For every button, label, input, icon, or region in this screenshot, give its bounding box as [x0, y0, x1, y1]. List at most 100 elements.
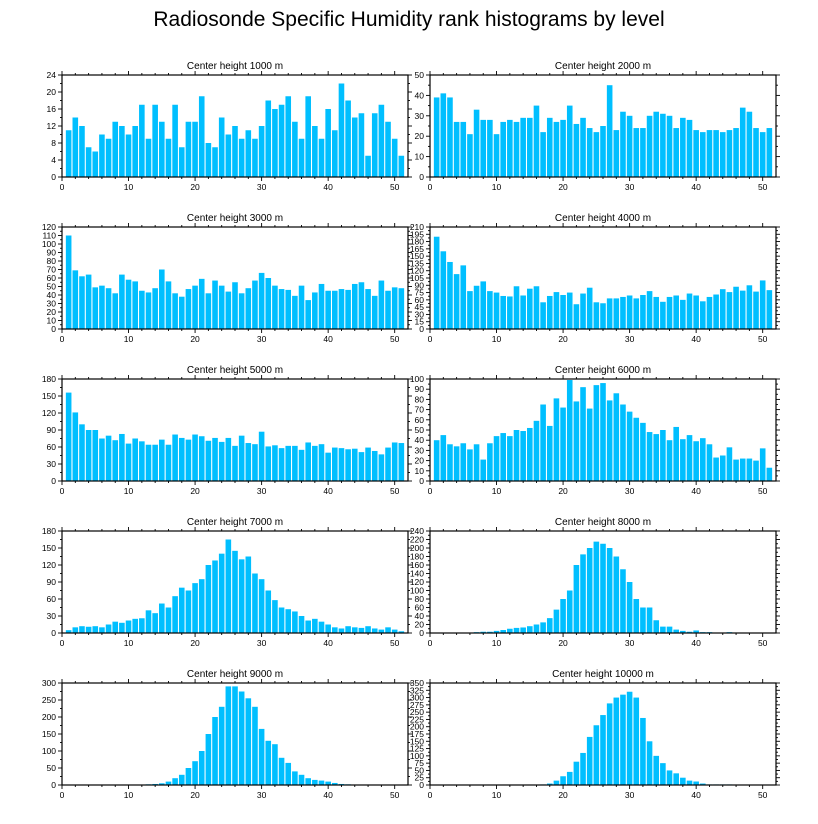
bar [433, 97, 440, 177]
panel-title: Center height 3000 m [187, 213, 283, 224]
bar [487, 631, 493, 633]
bar [252, 138, 258, 177]
bar [159, 121, 165, 177]
bar [527, 427, 533, 481]
bar [332, 447, 338, 481]
y-tick-label: 350 [410, 678, 424, 688]
bar [606, 298, 613, 329]
bar [480, 631, 487, 633]
panel-title: Center height 5000 m [187, 365, 283, 376]
bar [613, 393, 620, 481]
y-tick-label: 16 [47, 104, 57, 114]
y-tick-label: 4 [51, 155, 56, 165]
bar [371, 113, 378, 177]
histogram-panel: Center height 4000 m01530456075901051201… [410, 213, 780, 344]
bar [566, 590, 573, 633]
bar [433, 236, 440, 329]
bar [285, 445, 292, 481]
y-tick-label: 0 [419, 780, 424, 790]
y-tick-label: 0 [51, 324, 56, 334]
bar [345, 449, 351, 481]
y-tick-label: 250 [42, 695, 56, 705]
bar [766, 128, 773, 177]
bar [626, 115, 633, 177]
y-tick-label: 40 [47, 290, 57, 300]
bar [513, 121, 520, 177]
bar [325, 781, 331, 785]
y-tick-label: 10 [415, 152, 425, 162]
bar [371, 295, 378, 329]
bar [112, 293, 119, 329]
histogram-panel: Center height 6000 m01020304050607080901… [410, 365, 780, 496]
bar [467, 291, 473, 329]
bar [105, 288, 112, 329]
bar [159, 269, 165, 329]
y-tick-label: 100 [42, 239, 56, 249]
bar [507, 436, 513, 481]
bar [132, 618, 138, 633]
y-tick-label: 150 [42, 391, 56, 401]
bar [218, 706, 225, 785]
x-tick-label: 30 [257, 182, 267, 192]
bar [480, 281, 487, 329]
y-tick-label: 275 [410, 700, 424, 710]
bar [493, 292, 500, 329]
bar [766, 467, 773, 481]
x-tick-label: 0 [60, 790, 65, 800]
bar [378, 629, 385, 633]
x-tick-label: 0 [60, 638, 65, 648]
bar [125, 279, 132, 329]
bar [726, 292, 733, 329]
y-tick-label: 250 [410, 707, 424, 717]
bar [285, 96, 292, 177]
x-tick-label: 20 [190, 790, 200, 800]
bar [378, 280, 385, 329]
x-tick-label: 20 [558, 486, 568, 496]
bar [172, 778, 178, 785]
bar [385, 121, 391, 177]
bar [520, 117, 526, 177]
bar [580, 387, 586, 481]
bar [753, 291, 759, 329]
y-tick-label: 0 [51, 628, 56, 638]
bar [566, 105, 573, 177]
bar [245, 288, 252, 329]
y-tick-label: 110 [42, 231, 56, 241]
bar [533, 105, 540, 177]
bar [112, 121, 119, 177]
bar [351, 283, 358, 329]
y-tick-label: 30 [47, 459, 57, 469]
bar [172, 434, 178, 481]
bar [733, 128, 739, 177]
bar [371, 450, 378, 481]
bar [258, 579, 265, 633]
y-tick-label: 30 [47, 611, 57, 621]
bar [580, 752, 586, 785]
x-tick-label: 40 [691, 486, 701, 496]
bar [265, 740, 272, 785]
bar [527, 117, 533, 177]
y-tick-label: 24 [47, 70, 57, 80]
bar [192, 285, 198, 329]
bar [225, 134, 232, 177]
bar [626, 582, 633, 633]
bar [606, 400, 613, 481]
x-tick-label: 50 [758, 638, 768, 648]
bar [606, 548, 613, 633]
bar [573, 304, 580, 329]
bar [105, 624, 112, 633]
bar [606, 85, 613, 177]
y-tick-label: 20 [415, 131, 425, 141]
bar [447, 444, 453, 481]
bar [560, 599, 566, 633]
bar [85, 626, 92, 633]
bar [212, 560, 218, 633]
bar [318, 780, 325, 785]
y-tick-label: 220 [410, 535, 424, 545]
bar [258, 728, 265, 785]
bar [272, 600, 278, 633]
x-tick-label: 30 [257, 486, 267, 496]
x-tick-label: 0 [428, 182, 433, 192]
bar [205, 440, 212, 481]
